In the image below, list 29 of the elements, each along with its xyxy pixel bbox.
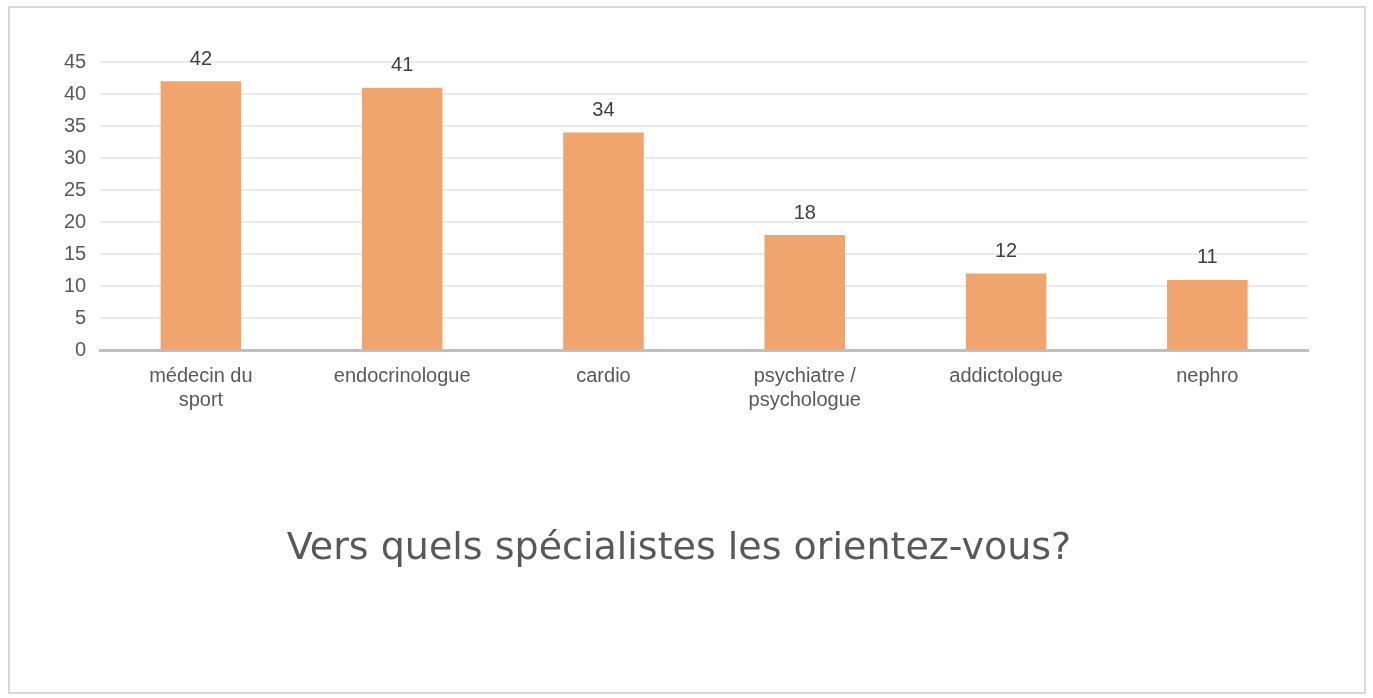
data-label: 41 (391, 53, 414, 76)
x-tick-label: nephro (1176, 363, 1239, 386)
y-tick-label: 20 (64, 209, 87, 232)
y-tick-label: 35 (64, 113, 87, 136)
y-tick-label: 10 (64, 273, 87, 296)
data-label: 12 (994, 239, 1018, 262)
y-tick-label: 5 (75, 305, 87, 328)
bar (361, 87, 443, 350)
x-tick-label: médecin du sport (149, 363, 253, 410)
y-tick-label: 0 (75, 337, 87, 360)
bar (965, 273, 1047, 350)
x-tick-label: endocrinologue (333, 363, 471, 386)
x-tick-label: addictologue (949, 363, 1063, 386)
y-tick-label: 40 (64, 81, 87, 104)
bar (1167, 279, 1248, 350)
data-label: 11 (1196, 245, 1218, 268)
bar (563, 132, 644, 350)
data-label: 34 (592, 98, 615, 121)
y-tick-label: 25 (64, 177, 87, 200)
bar (764, 235, 846, 350)
text: Vers quels spécialistes les orientez-vous? (286, 524, 1072, 569)
data-label: 42 (189, 46, 213, 69)
x-tick-label: cardio (576, 363, 631, 386)
bar (160, 81, 242, 350)
y-tick-label: 30 (64, 145, 87, 168)
x-tick-label: psychiatre / psychologue (748, 363, 861, 410)
data-label: 18 (793, 200, 816, 223)
y-tick-label: 15 (64, 241, 87, 264)
y-tick-label: 45 (64, 49, 87, 72)
